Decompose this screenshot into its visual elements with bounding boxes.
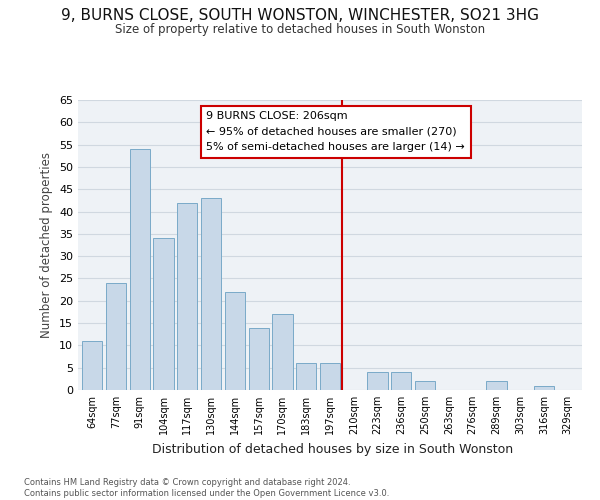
Text: 9 BURNS CLOSE: 206sqm
← 95% of detached houses are smaller (270)
5% of semi-deta: 9 BURNS CLOSE: 206sqm ← 95% of detached … bbox=[206, 111, 465, 152]
Text: 9, BURNS CLOSE, SOUTH WONSTON, WINCHESTER, SO21 3HG: 9, BURNS CLOSE, SOUTH WONSTON, WINCHESTE… bbox=[61, 8, 539, 22]
Bar bbox=[106, 283, 126, 390]
Bar bbox=[154, 238, 173, 390]
Bar bbox=[534, 386, 554, 390]
Bar bbox=[487, 381, 506, 390]
Bar bbox=[391, 372, 412, 390]
Text: Contains HM Land Registry data © Crown copyright and database right 2024.
Contai: Contains HM Land Registry data © Crown c… bbox=[24, 478, 389, 498]
Bar bbox=[201, 198, 221, 390]
Bar bbox=[272, 314, 293, 390]
Bar bbox=[177, 202, 197, 390]
Bar bbox=[225, 292, 245, 390]
Text: Size of property relative to detached houses in South Wonston: Size of property relative to detached ho… bbox=[115, 22, 485, 36]
Bar bbox=[82, 341, 103, 390]
Text: Distribution of detached houses by size in South Wonston: Distribution of detached houses by size … bbox=[152, 442, 514, 456]
Bar bbox=[367, 372, 388, 390]
Bar bbox=[130, 149, 150, 390]
Bar bbox=[320, 363, 340, 390]
Bar bbox=[248, 328, 269, 390]
Bar bbox=[415, 381, 435, 390]
Y-axis label: Number of detached properties: Number of detached properties bbox=[40, 152, 53, 338]
Bar bbox=[296, 363, 316, 390]
